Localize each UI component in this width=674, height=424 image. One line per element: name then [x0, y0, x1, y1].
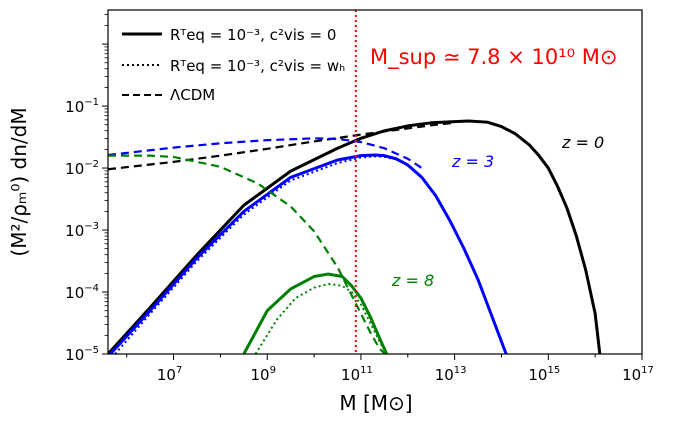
y-tick-label: 10−4	[65, 283, 99, 302]
series-line-2	[109, 153, 508, 354]
y-tick-label: 10−5	[65, 345, 99, 364]
x-axis-label: M [M⊙]	[339, 391, 412, 415]
ticks-layer: 107 109 1011 1013 1015 1017 10−5 10−4 10−3 10−2 10…	[65, 14, 654, 384]
series-line-4	[108, 137, 423, 169]
x-tick-label: 1011	[341, 365, 373, 384]
curve-label-z3: z = 3	[451, 152, 494, 171]
curve-label-z0: z = 0	[561, 133, 604, 152]
legend-label-dashed: ΛCDM	[170, 86, 215, 104]
series-line-6	[254, 282, 388, 354]
curve-label-z8: z = 8	[391, 271, 434, 290]
y-tick-label: 10−2	[65, 159, 99, 178]
x-tick-label: 1015	[528, 365, 560, 384]
series-layer	[108, 119, 602, 354]
series-line-3	[114, 155, 409, 354]
y-tick-label: 10−1	[65, 97, 99, 116]
x-tick-label: 1017	[622, 365, 654, 384]
series-line-0	[108, 119, 602, 354]
series-line-5	[242, 272, 389, 354]
series-line-7	[108, 154, 388, 354]
suppression-mass-annotation: M_sup ≃ 7.8 × 10¹⁰ M⊙	[370, 45, 617, 70]
x-tick-label: 107	[157, 365, 182, 384]
y-tick-label: 10−3	[65, 221, 99, 240]
x-tick-label: 1013	[435, 365, 467, 384]
legend: Rᵀeq = 10⁻³, c²vis = 0 Rᵀeq = 10⁻³, c²vi…	[122, 26, 345, 104]
y-axis-label: (M²/ρₘ⁰) dn/dM	[7, 107, 31, 256]
legend-label-solid: Rᵀeq = 10⁻³, c²vis = 0	[170, 26, 336, 44]
legend-label-dotted: Rᵀeq = 10⁻³, c²vis = wₕ	[170, 57, 345, 75]
x-tick-label: 109	[251, 365, 276, 384]
